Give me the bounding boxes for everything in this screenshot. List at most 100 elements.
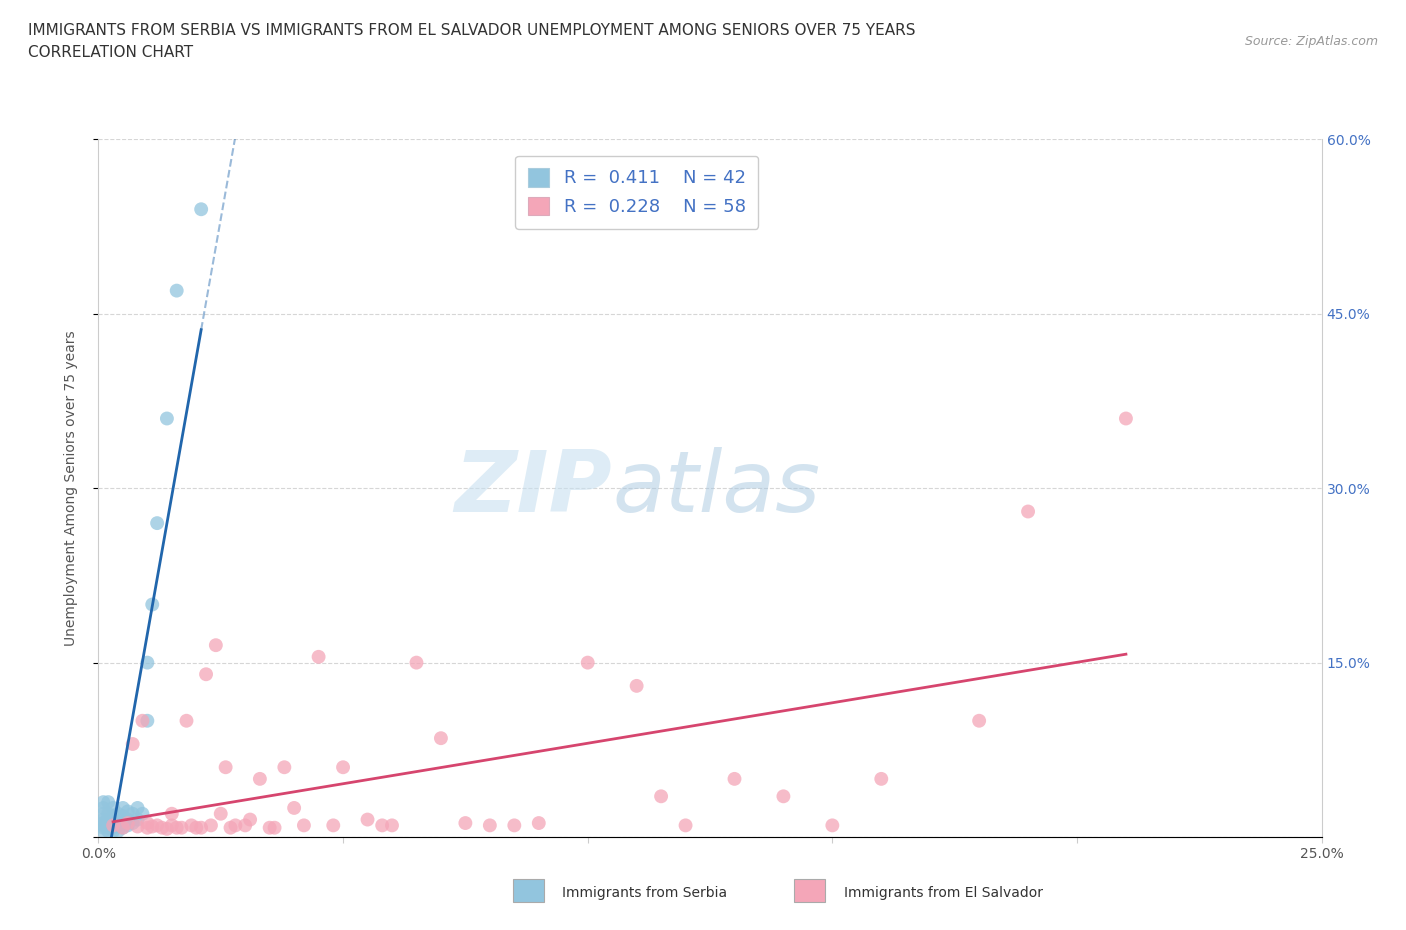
Point xyxy=(111,820,134,835)
Point xyxy=(205,638,228,653)
Point xyxy=(97,820,120,835)
Point xyxy=(224,818,246,833)
Point xyxy=(166,820,188,835)
Point xyxy=(150,820,173,835)
Point xyxy=(176,713,198,728)
Point xyxy=(121,806,143,821)
Point xyxy=(101,824,124,839)
Point xyxy=(91,824,114,839)
Point xyxy=(97,824,120,839)
Point xyxy=(127,801,149,816)
Point xyxy=(166,283,188,298)
Point xyxy=(249,772,271,787)
Point xyxy=(180,818,202,833)
Point xyxy=(200,818,222,833)
Point xyxy=(117,804,139,819)
FancyBboxPatch shape xyxy=(794,879,825,902)
Point xyxy=(111,801,134,816)
Point xyxy=(273,760,295,775)
Point xyxy=(283,801,305,816)
Point xyxy=(170,820,193,835)
Point xyxy=(381,818,404,833)
Point xyxy=(117,818,139,833)
Point xyxy=(107,812,129,827)
Point xyxy=(97,818,120,833)
Point xyxy=(91,818,114,833)
Point xyxy=(117,816,139,830)
Point xyxy=(190,202,212,217)
Point xyxy=(107,824,129,839)
Point xyxy=(141,819,163,834)
Point xyxy=(239,812,262,827)
FancyBboxPatch shape xyxy=(513,879,544,902)
Point xyxy=(1017,504,1039,519)
Text: Immigrants from Serbia: Immigrants from Serbia xyxy=(562,885,727,900)
Point xyxy=(308,649,330,664)
Point xyxy=(91,801,114,816)
Point xyxy=(405,656,427,671)
Point xyxy=(91,820,114,835)
Point xyxy=(91,816,114,830)
Point xyxy=(146,818,169,833)
Point xyxy=(772,789,794,804)
Point xyxy=(121,737,143,751)
Text: IMMIGRANTS FROM SERBIA VS IMMIGRANTS FROM EL SALVADOR UNEMPLOYMENT AMONG SENIORS: IMMIGRANTS FROM SERBIA VS IMMIGRANTS FRO… xyxy=(28,23,915,38)
Point xyxy=(97,794,120,809)
Point xyxy=(107,806,129,821)
Point xyxy=(356,812,378,827)
Point xyxy=(214,760,236,775)
Point xyxy=(97,812,120,827)
Point xyxy=(219,820,242,835)
Point xyxy=(870,772,893,787)
Point xyxy=(371,818,394,833)
Point xyxy=(650,789,672,804)
Point xyxy=(576,656,599,671)
Point xyxy=(136,816,159,830)
Point xyxy=(259,820,281,835)
Point xyxy=(190,820,212,835)
Point xyxy=(156,821,179,836)
Legend: R =  0.411    N = 42, R =  0.228    N = 58: R = 0.411 N = 42, R = 0.228 N = 58 xyxy=(515,155,758,229)
Point xyxy=(121,816,143,830)
Point xyxy=(292,818,315,833)
Point xyxy=(626,679,648,694)
Point xyxy=(186,820,208,835)
Point xyxy=(127,812,149,827)
Point xyxy=(117,812,139,827)
Point xyxy=(478,818,501,833)
Point xyxy=(527,816,550,830)
Point xyxy=(111,820,134,835)
Point xyxy=(263,820,285,835)
Point xyxy=(675,818,697,833)
Point xyxy=(101,809,124,824)
Point xyxy=(136,656,159,671)
Point xyxy=(127,819,149,834)
Text: CORRELATION CHART: CORRELATION CHART xyxy=(28,45,193,60)
Point xyxy=(322,818,344,833)
Text: atlas: atlas xyxy=(612,446,820,530)
Point xyxy=(1115,411,1137,426)
Point xyxy=(967,713,990,728)
Point xyxy=(107,818,129,833)
Point xyxy=(101,801,124,816)
Point xyxy=(332,760,354,775)
Point xyxy=(91,806,114,821)
Point xyxy=(111,809,134,824)
Point xyxy=(101,820,124,835)
Point xyxy=(233,818,256,833)
Point xyxy=(723,772,745,787)
Point xyxy=(111,816,134,830)
Point xyxy=(131,806,153,821)
Point xyxy=(430,731,453,746)
Point xyxy=(454,816,477,830)
Point xyxy=(131,713,153,728)
Point xyxy=(91,794,114,809)
Point xyxy=(156,411,179,426)
Point xyxy=(136,820,159,835)
Y-axis label: Unemployment Among Seniors over 75 years: Unemployment Among Seniors over 75 years xyxy=(63,330,77,646)
Point xyxy=(146,515,169,530)
Point xyxy=(136,713,159,728)
Point xyxy=(101,818,124,833)
Point xyxy=(209,806,232,821)
Point xyxy=(160,818,183,833)
